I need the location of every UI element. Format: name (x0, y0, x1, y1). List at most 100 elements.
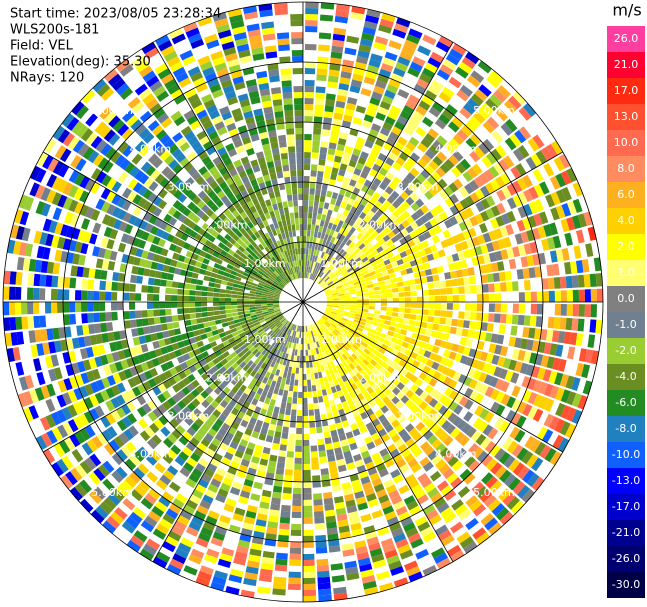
range-gate (219, 105, 230, 115)
range-gate (119, 330, 127, 340)
range-gate (349, 226, 356, 235)
range-gate (347, 198, 355, 206)
range-gate (395, 322, 403, 329)
range-gate (348, 159, 357, 168)
range-gate (198, 151, 209, 161)
range-gate (168, 266, 176, 274)
range-gate (366, 386, 375, 395)
range-gate (392, 28, 407, 39)
range-gate (364, 276, 372, 282)
range-gate (360, 476, 371, 485)
range-gate (96, 432, 108, 446)
range-gate (304, 152, 311, 159)
range-gate (531, 476, 545, 491)
range-gate (213, 185, 222, 195)
range-gate (461, 423, 472, 435)
range-gate (317, 231, 322, 239)
range-gate (39, 232, 48, 246)
range-gate (496, 261, 505, 272)
range-gate (247, 236, 254, 244)
range-gate (65, 338, 74, 351)
range-gate (270, 324, 277, 330)
range-gate (197, 323, 205, 330)
range-gate (537, 341, 546, 354)
range-gate (270, 503, 281, 511)
range-gate (335, 452, 344, 461)
range-gate (183, 339, 191, 347)
range-gate (271, 442, 280, 450)
range-gate (403, 39, 418, 50)
range-gate (253, 530, 265, 539)
range-gate (262, 100, 273, 109)
range-gate (453, 393, 464, 404)
range-gate (290, 218, 295, 225)
range-gate (153, 419, 164, 430)
range-gate (338, 306, 345, 309)
range-gate (398, 307, 405, 313)
range-gate (182, 217, 192, 226)
range-gate (409, 374, 419, 384)
range-gate (310, 273, 314, 280)
range-gate (93, 312, 100, 323)
range-gate (313, 396, 319, 404)
range-gate (435, 524, 449, 536)
range-gate (245, 246, 253, 254)
range-gate (310, 176, 317, 183)
range-gate (268, 460, 277, 468)
range-gate (303, 439, 310, 446)
range-gate (325, 336, 331, 343)
range-gate (427, 434, 438, 445)
range-gate (498, 324, 506, 334)
range-gate (252, 331, 260, 337)
range-gate (442, 229, 451, 239)
range-gate (195, 385, 205, 394)
range-gate (119, 87, 134, 100)
range-gate (195, 576, 210, 587)
range-gate (199, 135, 210, 146)
range-gate (298, 194, 303, 201)
range-gate (97, 464, 110, 478)
range-gate (144, 493, 157, 505)
range-gate (401, 448, 412, 458)
range-gate (388, 256, 397, 263)
range-gate (320, 282, 327, 287)
range-gate (350, 423, 359, 431)
range-gate (57, 379, 68, 393)
range-gate (418, 401, 429, 411)
range-gate (408, 136, 420, 147)
range-gate (124, 223, 134, 234)
range-gate (309, 182, 316, 189)
range-gate (52, 327, 60, 340)
range-gate (517, 145, 530, 159)
range-gate (350, 206, 357, 214)
range-gate (64, 326, 72, 338)
range-gate (349, 128, 359, 137)
range-gate (190, 318, 198, 325)
range-gate (275, 215, 282, 222)
range-gate (231, 173, 241, 182)
range-gate (350, 304, 357, 308)
range-gate (542, 291, 549, 302)
range-gate (212, 12, 227, 22)
range-gate (446, 287, 453, 295)
range-gate (287, 390, 293, 398)
range-gate (322, 266, 328, 273)
range-gate (512, 303, 519, 314)
range-gate (378, 347, 386, 355)
range-gate (223, 117, 235, 126)
range-gate (423, 350, 432, 359)
range-gate (267, 429, 275, 437)
range-gate (321, 419, 329, 427)
range-gate (296, 236, 300, 243)
range-gate (304, 158, 311, 165)
range-gate (249, 548, 262, 557)
range-gate (321, 474, 330, 482)
range-gate (426, 175, 437, 186)
range-gate (294, 242, 298, 249)
range-gate (303, 421, 309, 428)
range-gate (381, 95, 394, 105)
range-gate (249, 290, 257, 295)
range-gate (448, 48, 464, 61)
range-gate (405, 438, 416, 448)
colorbar-band (607, 520, 645, 546)
